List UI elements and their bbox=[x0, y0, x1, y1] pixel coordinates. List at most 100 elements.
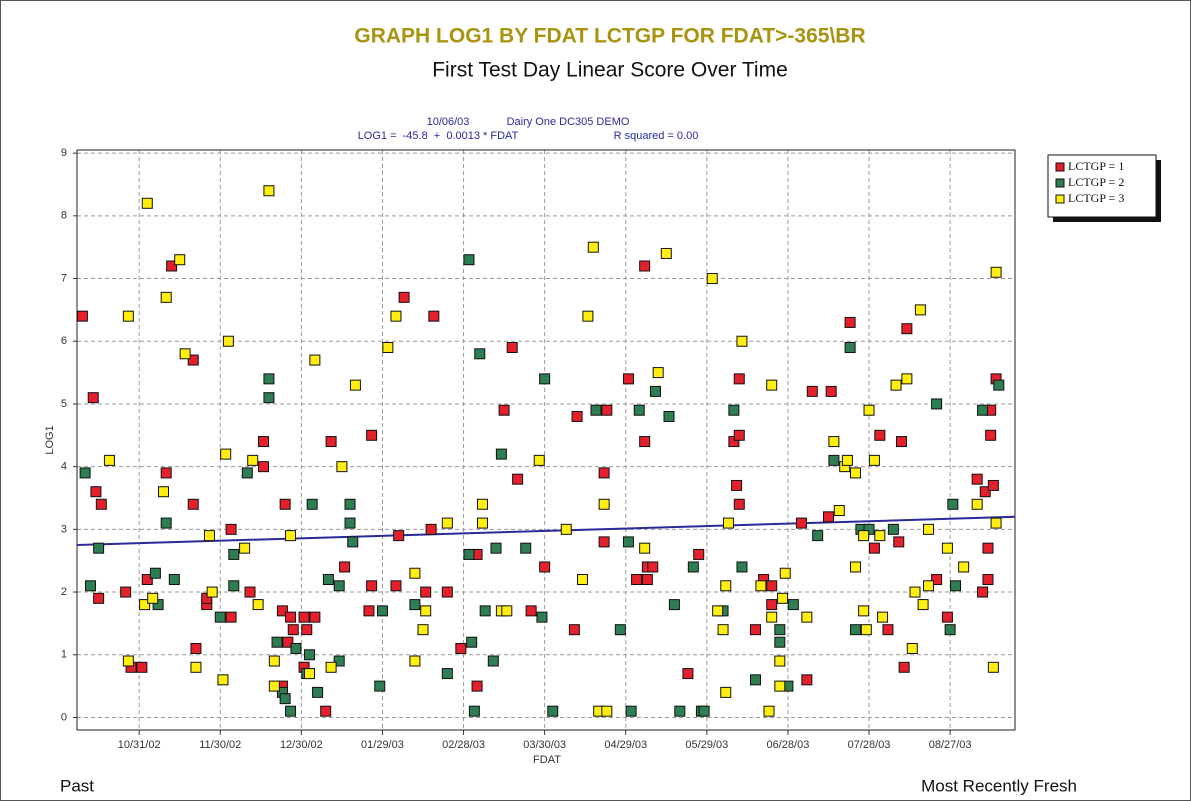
trend-line bbox=[76, 515, 1016, 547]
point bbox=[728, 404, 740, 416]
point bbox=[306, 498, 318, 510]
point bbox=[217, 674, 229, 686]
legend-label: LCTGP = 1 bbox=[1068, 159, 1124, 173]
point bbox=[990, 266, 1002, 278]
point bbox=[890, 379, 902, 391]
point bbox=[103, 454, 115, 466]
point bbox=[958, 561, 970, 573]
point bbox=[633, 404, 645, 416]
point bbox=[917, 599, 929, 611]
point bbox=[487, 655, 499, 667]
y-tick-label: 3 bbox=[61, 523, 67, 535]
point bbox=[333, 580, 345, 592]
point bbox=[639, 260, 651, 272]
point bbox=[441, 517, 453, 529]
source: Dairy One DC305 DEMO bbox=[507, 116, 630, 128]
point bbox=[476, 517, 488, 529]
point bbox=[136, 661, 148, 673]
point bbox=[622, 373, 634, 385]
point bbox=[501, 605, 513, 617]
point bbox=[333, 655, 345, 667]
point bbox=[325, 661, 337, 673]
point bbox=[263, 392, 275, 404]
point bbox=[258, 436, 270, 448]
point bbox=[120, 586, 132, 598]
point bbox=[339, 561, 351, 573]
point bbox=[206, 586, 218, 598]
point bbox=[122, 310, 134, 322]
point bbox=[806, 385, 818, 397]
point bbox=[225, 611, 237, 623]
point bbox=[922, 523, 934, 535]
point bbox=[812, 530, 824, 542]
point bbox=[720, 580, 732, 592]
point bbox=[95, 498, 107, 510]
point bbox=[598, 498, 610, 510]
point bbox=[850, 467, 862, 479]
point bbox=[909, 586, 921, 598]
point bbox=[87, 392, 99, 404]
point bbox=[93, 542, 105, 554]
point bbox=[698, 705, 710, 717]
point bbox=[828, 454, 840, 466]
point bbox=[174, 254, 186, 266]
point bbox=[228, 548, 240, 560]
x-tick-label: 07/28/03 bbox=[848, 739, 891, 751]
point bbox=[225, 523, 237, 535]
point bbox=[590, 404, 602, 416]
point bbox=[941, 611, 953, 623]
legend-box bbox=[1047, 154, 1157, 218]
point bbox=[158, 486, 170, 498]
point bbox=[247, 454, 259, 466]
point bbox=[622, 536, 634, 548]
point bbox=[977, 586, 989, 598]
point bbox=[722, 517, 734, 529]
point bbox=[906, 642, 918, 654]
point bbox=[409, 567, 421, 579]
point bbox=[287, 624, 299, 636]
point bbox=[506, 342, 518, 354]
chart-subtitle: First Test Day Linear Score Over Time bbox=[432, 59, 788, 82]
point bbox=[298, 611, 310, 623]
x-tick-label: 12/30/02 bbox=[280, 739, 323, 751]
point bbox=[668, 599, 680, 611]
legend-swatch bbox=[1055, 194, 1065, 204]
point bbox=[276, 605, 288, 617]
point bbox=[720, 686, 732, 698]
point bbox=[168, 574, 180, 586]
point bbox=[987, 661, 999, 673]
point bbox=[495, 448, 507, 460]
point bbox=[822, 511, 834, 523]
plot-border bbox=[76, 149, 1016, 731]
point bbox=[476, 498, 488, 510]
x-tick-label: 03/30/03 bbox=[523, 739, 566, 751]
point bbox=[533, 454, 545, 466]
point bbox=[663, 410, 675, 422]
point bbox=[736, 561, 748, 573]
point bbox=[893, 536, 905, 548]
chart-title: GRAPH LOG1 BY FDAT LCTGP FOR FDAT>-365\B… bbox=[354, 25, 865, 48]
point bbox=[417, 624, 429, 636]
y-tick-label: 4 bbox=[61, 461, 67, 473]
point bbox=[160, 291, 172, 303]
point bbox=[693, 548, 705, 560]
point bbox=[76, 310, 88, 322]
x-tick-label: 04/29/03 bbox=[604, 739, 647, 751]
point bbox=[420, 605, 432, 617]
point bbox=[733, 429, 745, 441]
point bbox=[931, 574, 943, 586]
point bbox=[390, 580, 402, 592]
point bbox=[228, 580, 240, 592]
x-tick-label: 06/28/03 bbox=[767, 739, 810, 751]
point bbox=[868, 454, 880, 466]
run-date: 10/06/03 bbox=[427, 116, 470, 128]
point bbox=[282, 636, 294, 648]
legend-swatch bbox=[1055, 178, 1065, 188]
point bbox=[863, 404, 875, 416]
point bbox=[258, 461, 270, 473]
point bbox=[374, 680, 386, 692]
point bbox=[717, 624, 729, 636]
point bbox=[979, 486, 991, 498]
point bbox=[147, 592, 159, 604]
